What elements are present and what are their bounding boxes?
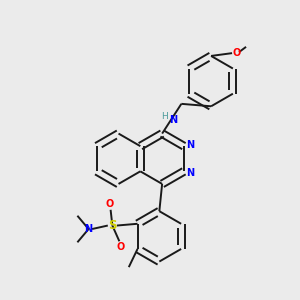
Text: H: H xyxy=(161,112,167,121)
Text: O: O xyxy=(105,199,114,209)
Text: N: N xyxy=(186,168,194,178)
Text: N: N xyxy=(169,115,177,125)
Text: S: S xyxy=(108,219,117,232)
Text: N: N xyxy=(186,140,194,150)
Text: O: O xyxy=(233,48,241,58)
Text: O: O xyxy=(117,242,125,252)
Text: N: N xyxy=(85,224,93,234)
